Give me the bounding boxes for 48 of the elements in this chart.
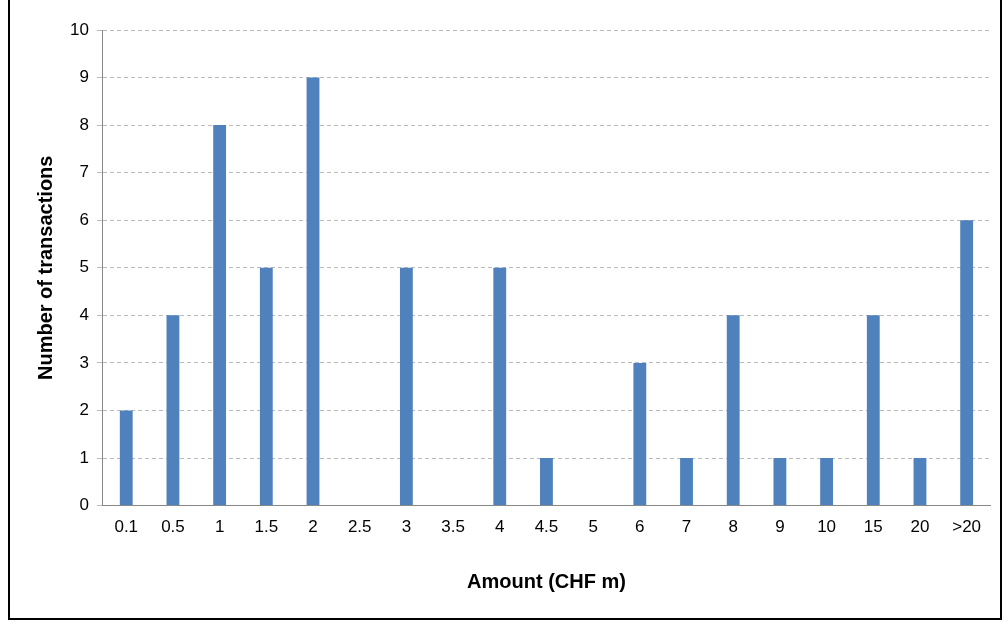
y-axis-title: Number of transactions: [33, 155, 56, 381]
bar: [633, 362, 647, 506]
y-tick-label: 6: [79, 209, 89, 229]
y-tick-label: 10: [69, 19, 89, 39]
bar: [166, 315, 180, 506]
bar: [540, 458, 553, 506]
bar: [213, 125, 227, 506]
x-tick-label: 0.1: [114, 517, 139, 537]
x-tick-label: 4.5: [534, 517, 559, 537]
x-tick-label: 3.5: [441, 517, 465, 537]
x-tick-label: 4: [495, 517, 505, 537]
x-tick-label: 20: [910, 517, 930, 537]
bar: [259, 267, 273, 506]
bar: [306, 77, 320, 506]
bar: [493, 267, 507, 506]
x-axis-title: Amount (CHF m): [467, 569, 626, 592]
bar: [820, 458, 834, 506]
bar: [680, 458, 693, 506]
y-tick-label: 2: [79, 400, 89, 420]
x-tick-label: 9: [775, 517, 785, 537]
x-tick-label: >20: [952, 517, 982, 537]
y-tick-label: 1: [79, 447, 89, 467]
x-tick-label: 2.5: [347, 517, 372, 537]
x-tick-label: 2: [308, 517, 318, 537]
y-tick-label: 9: [79, 67, 89, 87]
x-tick-label: 7: [681, 517, 692, 537]
x-tick-label: 0.5: [161, 517, 185, 537]
x-tick-label: 1: [214, 517, 225, 537]
y-tick-label: 5: [79, 257, 89, 277]
bar: [399, 267, 413, 506]
x-tick-label: 15: [863, 517, 883, 537]
x-tick-label: 5: [588, 517, 598, 537]
bar: [913, 458, 927, 506]
x-tick-label: 1.5: [254, 517, 279, 537]
x-tick-label: 6: [635, 517, 645, 537]
bar: [960, 220, 974, 506]
y-tick-label: 0: [79, 495, 89, 515]
y-tick-label: 8: [79, 114, 89, 134]
x-tick-label: 3: [401, 517, 412, 537]
y-tick-label: 4: [79, 305, 89, 325]
bar: [773, 458, 787, 506]
x-tick-label: 10: [817, 517, 837, 537]
bar: [866, 315, 880, 506]
y-tick-label: 3: [79, 352, 89, 372]
bar: [119, 410, 133, 506]
y-tick-label: 7: [79, 162, 89, 182]
bar: [726, 315, 740, 506]
x-tick-label: 8: [728, 517, 738, 537]
